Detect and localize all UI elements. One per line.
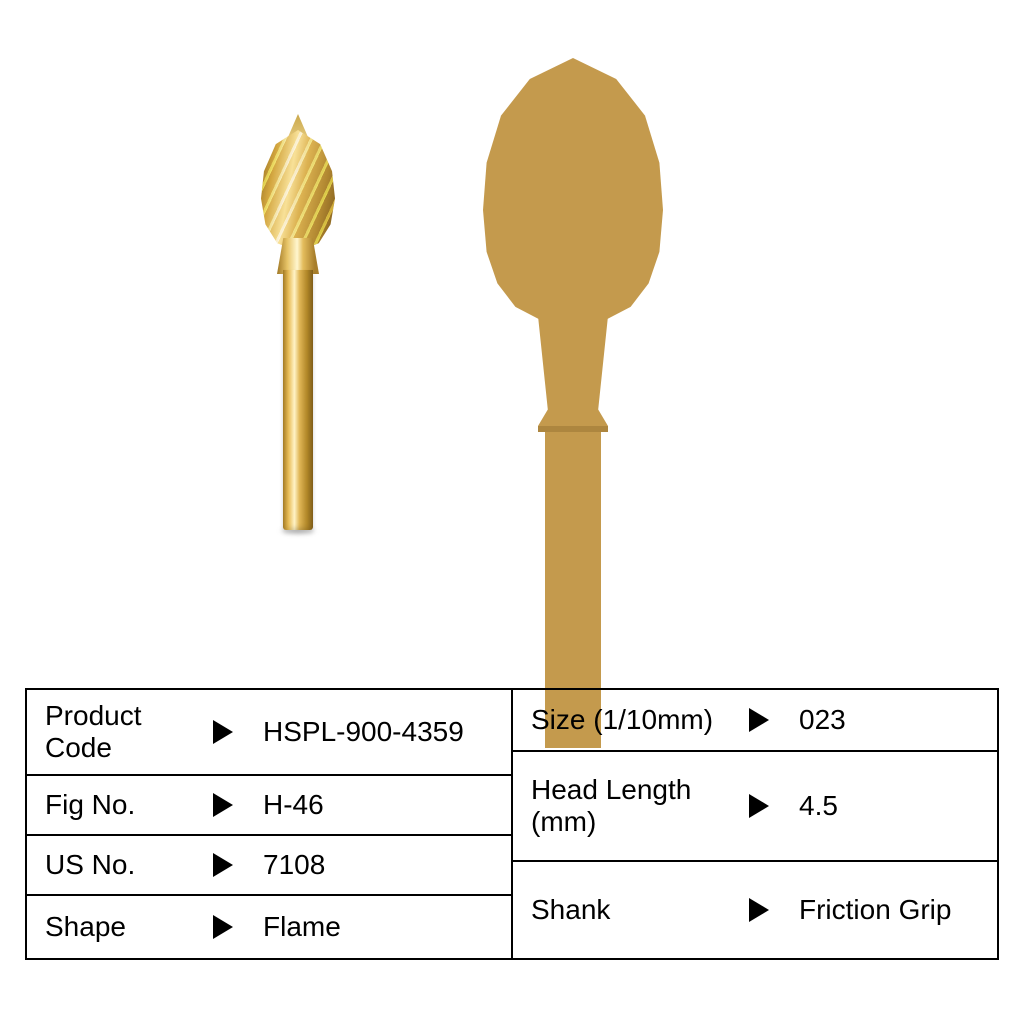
value-shank: Friction Grip <box>799 894 951 926</box>
diagram-neck <box>538 316 608 426</box>
product-diagram <box>468 58 678 690</box>
value-fig-no: H-46 <box>263 789 324 821</box>
row-product-code: Product Code HSPL-900-4359 <box>27 690 513 776</box>
value-product-code: HSPL-900-4359 <box>263 716 464 748</box>
diagram-head <box>483 58 663 320</box>
photo-collar <box>277 238 319 274</box>
photo-shaft <box>283 270 313 530</box>
label-head-length: Head Length (mm) <box>531 774 741 838</box>
arrow-icon <box>213 853 233 877</box>
label-product-code: Product Code <box>45 700 205 764</box>
row-size: Size (1/10mm) 023 <box>513 690 999 752</box>
label-us-no: US No. <box>45 849 205 881</box>
photo-head <box>261 130 335 248</box>
row-head-length: Head Length (mm) 4.5 <box>513 752 999 862</box>
value-size: 023 <box>799 704 846 736</box>
label-fig-no: Fig No. <box>45 789 205 821</box>
spec-col-left: Product Code HSPL-900-4359 Fig No. H-46 … <box>27 690 513 960</box>
value-us-no: 7108 <box>263 849 325 881</box>
spec-col-right: Size (1/10mm) 023 Head Length (mm) 4.5 S… <box>513 690 999 960</box>
row-us-no: US No. 7108 <box>27 836 513 896</box>
row-shank: Shank Friction Grip <box>513 862 999 960</box>
arrow-icon <box>213 915 233 939</box>
product-spec-card: Product Code HSPL-900-4359 Fig No. H-46 … <box>0 0 1024 1024</box>
value-shape: Flame <box>263 911 341 943</box>
label-shank: Shank <box>531 894 741 926</box>
row-fig-no: Fig No. H-46 <box>27 776 513 836</box>
label-size: Size (1/10mm) <box>531 704 741 736</box>
label-shape: Shape <box>45 911 205 943</box>
product-photo <box>255 120 345 540</box>
arrow-icon <box>749 794 769 818</box>
spec-table: Product Code HSPL-900-4359 Fig No. H-46 … <box>25 688 999 960</box>
arrow-icon <box>213 720 233 744</box>
arrow-icon <box>749 898 769 922</box>
arrow-icon <box>749 708 769 732</box>
arrow-icon <box>213 793 233 817</box>
value-head-length: 4.5 <box>799 790 838 822</box>
illustration-area <box>0 0 1024 690</box>
row-shape: Shape Flame <box>27 896 513 960</box>
